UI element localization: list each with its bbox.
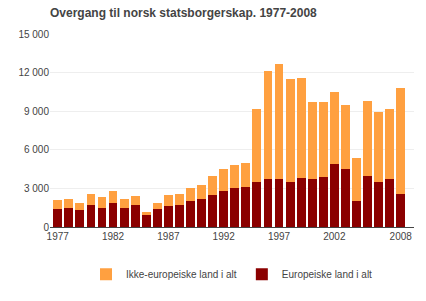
svg-text:1992: 1992	[213, 231, 236, 242]
svg-text:15 000: 15 000	[18, 29, 49, 40]
svg-text:3 000: 3 000	[24, 183, 49, 194]
svg-text:6 000: 6 000	[24, 144, 49, 155]
svg-text:1982: 1982	[102, 231, 125, 242]
svg-text:2008: 2008	[390, 231, 413, 242]
svg-text:Europeiske land i alt: Europeiske land i alt	[282, 269, 372, 280]
svg-text:Overgang til norsk statsborger: Overgang til norsk statsborgerskap. 1977…	[50, 6, 317, 20]
svg-text:1977: 1977	[47, 231, 70, 242]
svg-text:9 000: 9 000	[24, 106, 49, 117]
svg-text:1997: 1997	[268, 231, 291, 242]
svg-text:1987: 1987	[157, 231, 180, 242]
svg-text:0: 0	[43, 222, 49, 233]
svg-text:12 000: 12 000	[18, 67, 49, 78]
svg-text:2002: 2002	[323, 231, 346, 242]
svg-text:Ikke-europeiske land i alt: Ikke-europeiske land i alt	[126, 269, 237, 280]
